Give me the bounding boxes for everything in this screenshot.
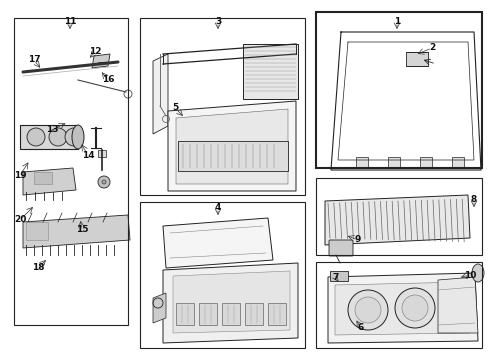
- Bar: [355, 157, 367, 167]
- Text: 12: 12: [88, 48, 101, 57]
- FancyBboxPatch shape: [328, 240, 352, 256]
- Bar: [199, 303, 217, 325]
- Polygon shape: [334, 282, 469, 335]
- Text: 19: 19: [14, 171, 26, 180]
- Text: 1: 1: [393, 18, 399, 27]
- Text: 6: 6: [357, 324, 364, 333]
- Bar: [315, 12, 481, 168]
- Bar: [405, 52, 427, 66]
- Circle shape: [49, 128, 67, 146]
- Polygon shape: [327, 273, 477, 343]
- Text: 11: 11: [63, 18, 76, 27]
- Bar: [178, 141, 287, 171]
- Text: 3: 3: [214, 18, 221, 27]
- Bar: [329, 271, 347, 281]
- Bar: [419, 157, 431, 167]
- Text: 14: 14: [81, 150, 94, 159]
- Text: 2: 2: [428, 44, 434, 53]
- Circle shape: [65, 128, 83, 146]
- Text: 5: 5: [171, 104, 178, 112]
- Bar: [222, 303, 240, 325]
- Bar: [176, 303, 194, 325]
- Text: 13: 13: [46, 126, 58, 135]
- Circle shape: [354, 297, 380, 323]
- Text: 4: 4: [214, 203, 221, 212]
- Bar: [315, 262, 481, 348]
- Polygon shape: [173, 271, 289, 333]
- Circle shape: [401, 295, 427, 321]
- Circle shape: [27, 128, 45, 146]
- Ellipse shape: [471, 264, 483, 282]
- Bar: [34, 172, 52, 184]
- Circle shape: [347, 290, 387, 330]
- Text: 18: 18: [32, 264, 44, 273]
- Text: 10: 10: [463, 270, 475, 279]
- Text: 7: 7: [332, 274, 339, 283]
- Ellipse shape: [72, 125, 84, 149]
- Polygon shape: [168, 101, 295, 191]
- Bar: [140, 202, 305, 348]
- Polygon shape: [163, 263, 297, 343]
- Text: 9: 9: [354, 235, 361, 244]
- Polygon shape: [163, 218, 272, 268]
- Bar: [14, 18, 128, 325]
- Text: 15: 15: [76, 225, 88, 234]
- Polygon shape: [23, 168, 76, 195]
- Bar: [243, 44, 297, 99]
- Polygon shape: [92, 54, 110, 68]
- Polygon shape: [153, 293, 165, 323]
- Polygon shape: [176, 109, 287, 184]
- Circle shape: [394, 288, 434, 328]
- Circle shape: [98, 176, 110, 188]
- Circle shape: [102, 180, 106, 184]
- Bar: [98, 150, 106, 157]
- Text: 8: 8: [470, 195, 476, 204]
- Bar: [20, 125, 78, 149]
- Text: 17: 17: [28, 55, 40, 64]
- Polygon shape: [153, 54, 168, 134]
- Bar: [26, 222, 48, 240]
- Polygon shape: [23, 215, 130, 248]
- Text: 16: 16: [102, 76, 114, 85]
- Polygon shape: [437, 277, 477, 333]
- Bar: [244, 303, 263, 325]
- Bar: [140, 18, 305, 195]
- Polygon shape: [325, 195, 469, 245]
- Bar: [451, 157, 463, 167]
- Bar: [267, 303, 285, 325]
- Text: 20: 20: [14, 216, 26, 225]
- Bar: [387, 157, 399, 167]
- Bar: [315, 178, 481, 255]
